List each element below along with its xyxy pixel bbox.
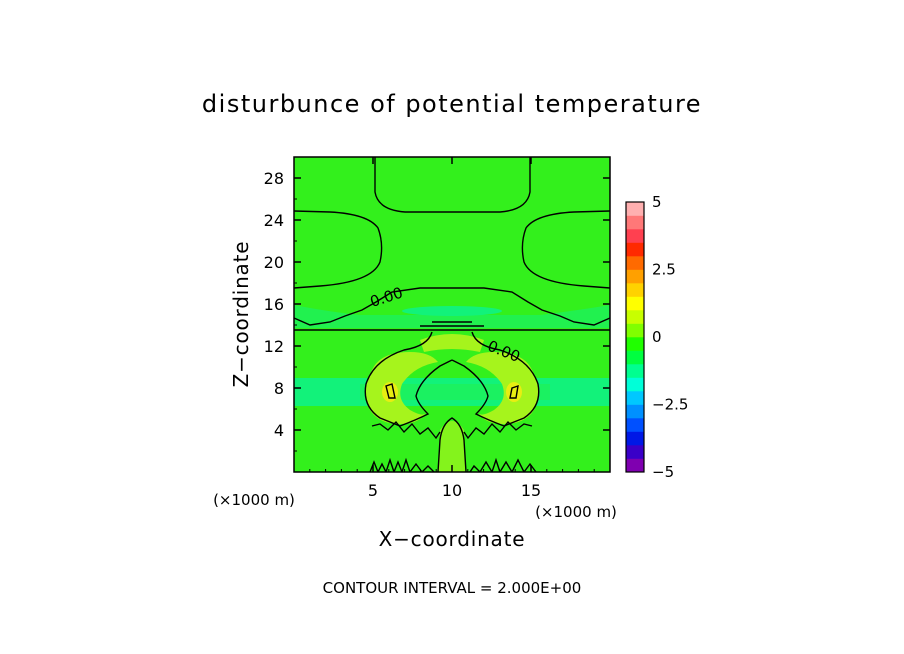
colorbar-segment	[626, 337, 644, 351]
colorbar-ticks: 5 2.5 0 −2.5 −5	[652, 193, 688, 481]
contour-interval-note: CONTOUR INTERVAL = 2.000E+00	[323, 579, 582, 597]
x-axis-label: X−coordinate	[379, 527, 526, 551]
y-tick-label: 8	[274, 379, 284, 398]
warm-cap	[420, 334, 484, 352]
colorbar-segment	[626, 269, 644, 284]
colorbar-segment	[626, 310, 644, 324]
contour-plume	[437, 417, 467, 472]
contour-lower-right-ripples	[463, 420, 533, 440]
contour-top	[374, 157, 531, 213]
colorbar-segment	[626, 404, 644, 419]
y-tick-label: 20	[264, 253, 284, 272]
warm-core-right	[506, 382, 522, 402]
cool-band-upper-core	[402, 306, 502, 316]
colorbar-segment	[626, 364, 644, 378]
contour-right-bubble	[451, 331, 540, 427]
colorbar-segment	[626, 283, 644, 297]
y-tick-label: 4	[274, 421, 284, 440]
colorbar-segment	[626, 445, 644, 459]
warm-bubble-right	[466, 352, 539, 424]
colorbar-segment	[626, 323, 644, 338]
plot-area: 0.00 0.00	[294, 157, 610, 472]
x-axis-ticks: 5 10 15	[309, 157, 595, 500]
y-tick-label: 28	[264, 169, 284, 188]
y-tick-label: 16	[264, 295, 284, 314]
x-axis-unit: (×1000 m)	[535, 503, 617, 521]
colorbar-segment	[626, 350, 644, 365]
colorbar-segment	[626, 256, 644, 270]
colorbar-segment	[626, 377, 644, 392]
colorbar-tick-label: 5	[652, 193, 662, 211]
contour-upper-right	[521, 210, 610, 289]
x-tick-label: 15	[521, 481, 541, 500]
colorbar-segment	[626, 418, 644, 432]
colorbar-frame	[625, 201, 645, 473]
y-axis-ticks: 4 8 12 16 20 24 28	[264, 169, 610, 452]
y-tick-label: 24	[264, 211, 284, 230]
y-axis-label: Z−coordinate	[229, 241, 253, 388]
colorbar-tick-label: −2.5	[652, 396, 688, 414]
warm-plume	[438, 421, 466, 472]
colorbar	[625, 201, 645, 473]
y-tick-label: 12	[264, 337, 284, 356]
colorbar-tick-label: −5	[652, 463, 674, 481]
x-tick-label: 10	[442, 481, 462, 500]
colorbar-segment	[626, 215, 644, 230]
cool-band-upper	[294, 305, 610, 328]
colorbar-segment	[626, 431, 644, 446]
contour-lower-left-ripples	[371, 420, 441, 440]
cool-band-lower-core	[360, 384, 550, 400]
contour-mid	[294, 287, 610, 326]
contour-left-bubble	[364, 331, 453, 427]
colorbar-segment	[626, 242, 644, 257]
colorbar-segment	[626, 296, 644, 311]
colorbar-segment	[626, 202, 644, 216]
colorbar-tick-label: 0	[652, 328, 662, 346]
y-axis-unit: (×1000 m)	[213, 491, 295, 509]
chart-title: disturbunce of potential temperature	[202, 90, 702, 118]
contour-core-right	[509, 384, 519, 399]
warm-bubble-left	[365, 352, 438, 424]
x-tick-label: 5	[368, 481, 378, 500]
colorbar-segment	[626, 229, 644, 243]
contour-upper-left	[294, 210, 383, 289]
contour-lines	[294, 157, 610, 472]
colorbar-tick-label: 2.5	[652, 261, 676, 279]
colorbar-segment	[626, 391, 644, 405]
colorbar-segment	[626, 458, 644, 473]
contour-core-left	[385, 383, 396, 399]
